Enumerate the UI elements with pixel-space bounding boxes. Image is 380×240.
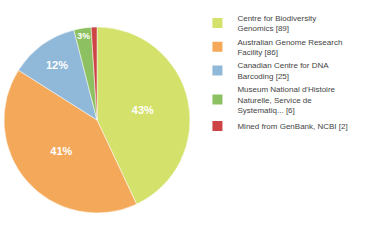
svg-text:Australian Genome ResearchFaci: Australian Genome ResearchFacility [86] <box>237 38 342 57</box>
svg-text:Canadian Centre for DNABarcodi: Canadian Centre for DNABarcoding [25] <box>237 61 329 80</box>
svg-text:43%: 43% <box>132 104 154 116</box>
svg-text:Centre for BiodiversityGenomic: Centre for BiodiversityGenomics [89] <box>237 14 316 33</box>
svg-text:12%: 12% <box>46 59 68 71</box>
svg-text:Mined from GenBank, NCBI [2]: Mined from GenBank, NCBI [2] <box>237 122 347 131</box>
svg-text:3%: 3% <box>77 31 90 41</box>
svg-text:41%: 41% <box>50 145 72 157</box>
svg-text:Museum National d'HistoireNatu: Museum National d'HistoireNaturelle, Ser… <box>237 85 335 115</box>
